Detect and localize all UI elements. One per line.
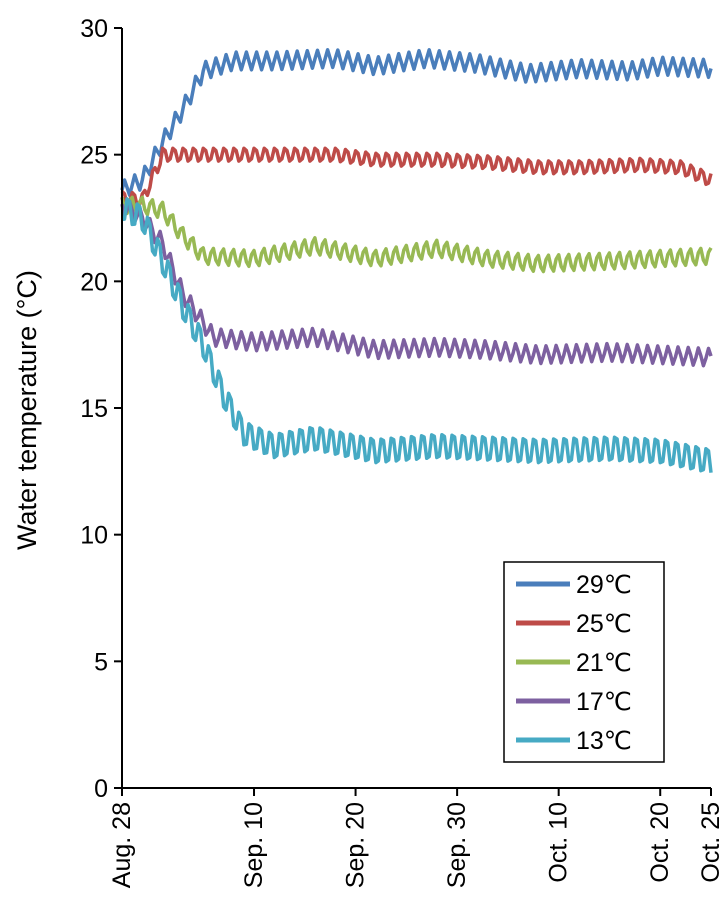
series-line-2	[120, 195, 713, 274]
y-axis-title: Water temperature (°C)	[12, 270, 42, 550]
plot-area: 0 5 10 15 20 25 30 Aug. 28 Sep. 10 Sep. 20 Sep. 30…	[80, 15, 720, 888]
y-tick-label: 20	[80, 268, 108, 296]
y-tick-label: 0	[94, 775, 108, 803]
legend-label-1: 25℃	[576, 610, 632, 638]
x-tick-label-group: Sep. 10	[240, 802, 268, 888]
x-tick-label: Aug. 28	[108, 802, 136, 888]
x-tick-label: Sep. 30	[443, 802, 471, 888]
x-tick-label: Sep. 10	[240, 802, 268, 888]
legend-label-4: 13℃	[576, 727, 632, 755]
y-tick-label: 25	[80, 142, 108, 170]
y-tick-label: 15	[80, 395, 108, 423]
legend-label-0: 29℃	[576, 571, 632, 599]
x-tick-label: Sep. 20	[342, 802, 370, 888]
x-tick-label-group: Sep. 30	[443, 802, 471, 888]
x-tick-label-group: Aug. 28	[108, 802, 136, 888]
legend: 29℃ 25℃ 21℃ 17℃ 13℃	[503, 561, 665, 763]
series-line-1	[120, 146, 713, 208]
x-tick-label-group: Oct. 20	[646, 802, 674, 883]
y-tick-label: 30	[80, 15, 108, 43]
legend-label-3: 17℃	[576, 688, 632, 716]
x-tick-label-group: Oct. 25	[697, 802, 720, 883]
y-axis-title-group: Water temperature (°C)	[12, 270, 42, 550]
series-line-4	[121, 197, 713, 473]
x-tick-label-group: Sep. 20	[342, 802, 370, 888]
legend-label-2: 21℃	[576, 649, 632, 677]
y-tick-label: 5	[94, 648, 108, 676]
series-line-3	[120, 199, 713, 368]
x-tick-label: Oct. 25	[697, 802, 720, 883]
series-line-0	[120, 48, 713, 197]
x-tick-label-group: Oct. 10	[545, 802, 573, 883]
y-tick-label: 10	[80, 522, 108, 550]
x-tick-label: Oct. 20	[646, 802, 674, 883]
x-tick-label: Oct. 10	[545, 802, 573, 883]
